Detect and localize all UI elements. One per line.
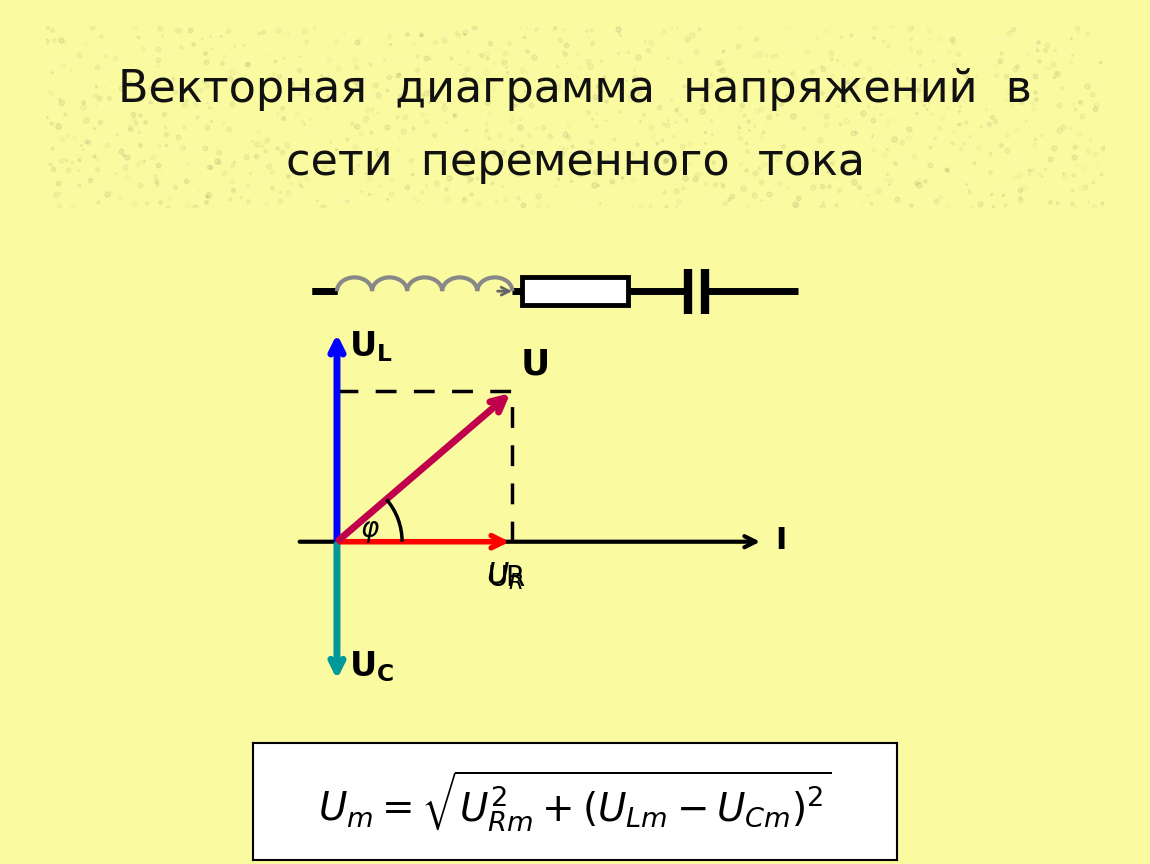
Text: $\mathrm{R}$: $\mathrm{R}$	[505, 564, 526, 593]
Text: $U_R$: $U_R$	[486, 561, 523, 592]
Text: $\mathbf{U_C}$: $\mathbf{U_C}$	[350, 650, 394, 684]
Text: Векторная  диаграмма  напряжений  в: Векторная диаграмма напряжений в	[118, 68, 1032, 111]
Text: I: I	[775, 526, 787, 556]
Text: $\mathbf{U}$: $\mathbf{U}$	[520, 347, 547, 381]
Text: $\mathrm{U}$: $\mathrm{U}$	[488, 564, 507, 593]
Text: $\mathbf{U_L}$: $\mathbf{U_L}$	[350, 329, 393, 364]
Text: $U_m = \sqrt{U_{Rm}^2 + (U_{Lm} - U_{Cm})^2}$: $U_m = \sqrt{U_{Rm}^2 + (U_{Lm} - U_{Cm}…	[319, 768, 831, 835]
Bar	[522, 277, 628, 305]
Text: $\varphi$: $\varphi$	[360, 517, 380, 544]
Text: сети  переменного  тока: сети переменного тока	[285, 141, 865, 183]
